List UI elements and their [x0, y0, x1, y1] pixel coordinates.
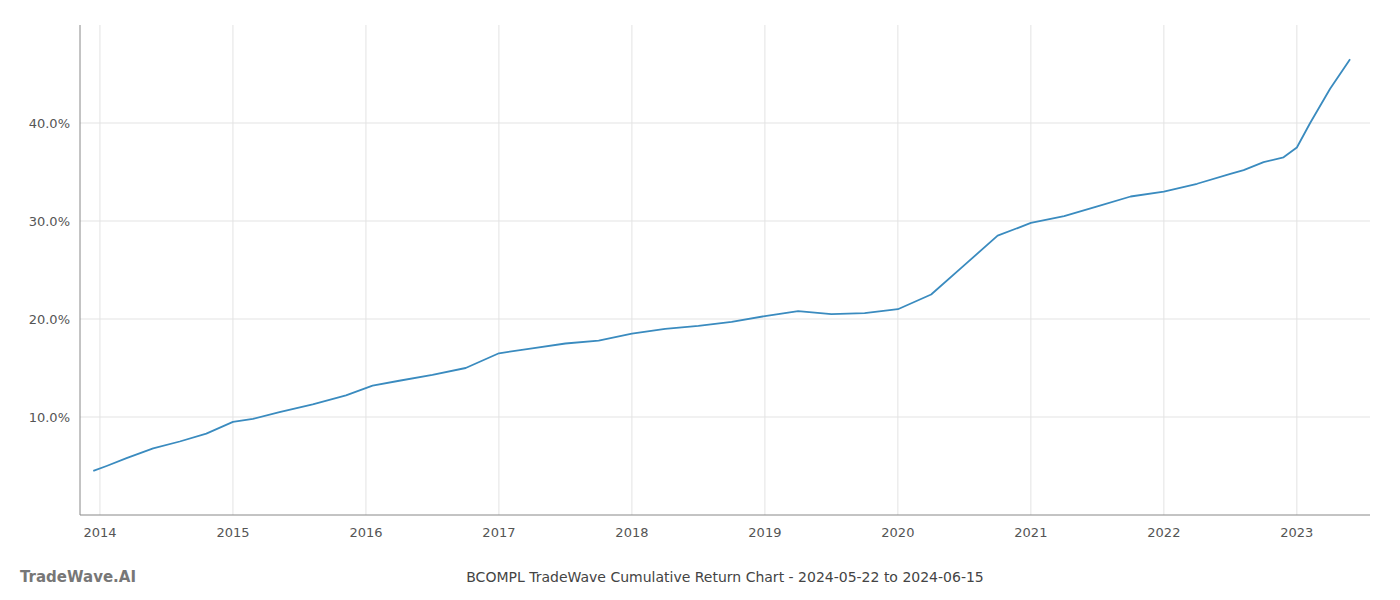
title: BCOMPL TradeWave Cumulative Return Chart…	[466, 569, 984, 585]
x-grid-line	[1030, 25, 1031, 515]
x-grid-line	[764, 25, 765, 515]
y-grid-line	[80, 123, 1370, 124]
x-tick-label: 2016	[349, 525, 382, 540]
grid	[80, 25, 1370, 515]
y-axis-line	[80, 25, 81, 515]
x-tick-label: 2015	[216, 525, 249, 540]
plot-area	[93, 59, 1350, 471]
line	[93, 59, 1350, 471]
x-tick-label: 2022	[1147, 525, 1180, 540]
x-grid-line	[232, 25, 233, 515]
y-tick-label: 10.0%	[29, 410, 70, 425]
x-grid-line	[498, 25, 499, 515]
watermark: TradeWave.AI	[20, 568, 136, 586]
x-tick-label: 2017	[482, 525, 515, 540]
y-tick-label: 40.0%	[29, 116, 70, 131]
x-tick-label: 2014	[83, 525, 116, 540]
y-grid-line	[80, 417, 1370, 418]
x-tick-label: 2020	[881, 525, 914, 540]
x-grid-line	[365, 25, 366, 515]
chart: 2014 2015 2016 2017 2018 2019 2020 2021 2022 2023…	[0, 0, 1400, 600]
x-grid-line	[99, 25, 100, 515]
x-grid-line	[1296, 25, 1297, 515]
x-grid-line	[897, 25, 898, 515]
x-axis-line	[80, 515, 1370, 516]
axes: 2014 2015 2016 2017 2018 2019 2020 2021 2022 2023…	[29, 25, 1370, 540]
x-tick-label: 2021	[1014, 525, 1047, 540]
x-tick-label: 2023	[1280, 525, 1313, 540]
y-tick-label: 20.0%	[29, 312, 70, 327]
x-tick-label: 2018	[615, 525, 648, 540]
y-grid-line	[80, 319, 1370, 320]
x-grid-line	[1163, 25, 1164, 515]
x-tick-label: 2019	[748, 525, 781, 540]
y-grid-line	[80, 221, 1370, 222]
y-tick-label: 30.0%	[29, 214, 70, 229]
x-grid-line	[631, 25, 632, 515]
